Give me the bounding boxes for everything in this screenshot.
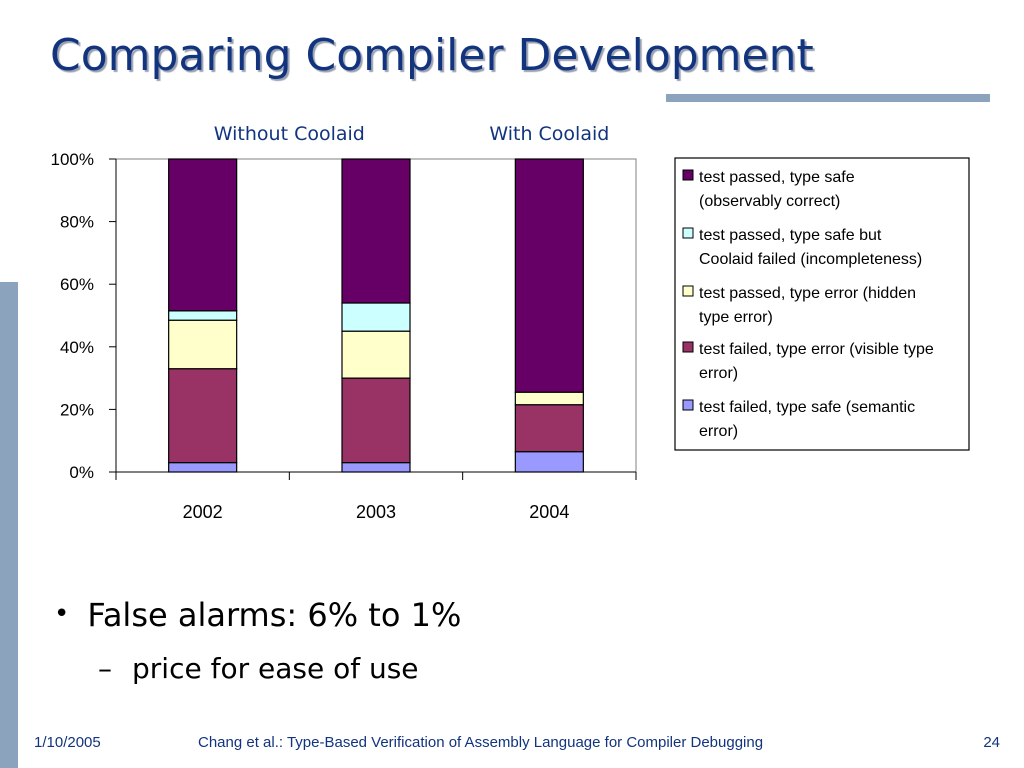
legend-label: Coolaid failed (incompleteness) [699,251,922,268]
y-tick-label: 20% [60,400,94,419]
bar-segment [168,368,238,464]
bar-segment [341,158,411,304]
title-rule [666,94,990,102]
bullet-text: False alarms: 6% to 1% [87,596,462,634]
legend-label: test passed, type error (hidden [699,285,916,302]
bar-segment [168,310,238,321]
bar-segment [514,391,584,406]
legend-label: (observably correct) [699,193,840,210]
bar-segment [514,451,584,473]
legend-label: type error) [699,309,773,326]
sub-bullet-text: price for ease of use [132,652,419,685]
bar-segment [168,158,238,312]
x-tick-label: 2002 [183,502,223,522]
sub-bullet-dash: – [98,652,112,685]
bar-segment [341,302,411,332]
footer-date: 1/10/2005 [34,734,101,751]
legend-label: test failed, type safe (semantic [699,399,915,416]
bar-segment [341,330,411,379]
bar-segment [341,377,411,464]
legend-label: test passed, type safe but [699,227,882,244]
bullet-dot: • [54,599,70,629]
y-tick-label: 0% [69,463,94,482]
bar-segment [514,404,584,453]
legend-swatch [682,285,694,297]
sub-bullet-point: – price for ease of use [98,652,419,685]
bar-segment [341,462,411,473]
bullet-point: • False alarms: 6% to 1% [54,596,461,634]
slide-title: Comparing Compiler Development [50,30,814,81]
legend-swatch [682,341,694,353]
legend-label: test passed, type safe [699,169,855,186]
legend-label: error) [699,423,738,440]
group-label: Without Coolaid [214,123,365,145]
group-label: With Coolaid [489,123,609,145]
legend-swatch [682,399,694,411]
y-tick-label: 60% [60,275,94,294]
legend-label: test failed, type error (visible type [699,341,934,358]
stacked-bar-chart: 0% 20% 40% 60% 80% 100% 2002 2003 2004 Without Co… [51,123,970,522]
y-tick-label: 80% [60,213,94,232]
bar-segment [514,158,584,393]
footer-citation: Chang et al.: Type-Based Verification of… [198,734,764,751]
bar-segment [168,319,238,370]
bar-segment [168,462,238,473]
x-tick-label: 2004 [529,502,569,522]
legend-box [674,157,970,451]
x-tick-label: 2003 [356,502,396,522]
y-tick-label: 40% [60,338,94,357]
legend-swatch [682,169,694,181]
footer-page-number: 24 [983,734,1000,751]
legend-swatch [682,227,694,239]
left-accent-bar [0,282,18,768]
legend-label: error) [699,365,738,382]
y-tick-label: 100% [51,150,94,169]
